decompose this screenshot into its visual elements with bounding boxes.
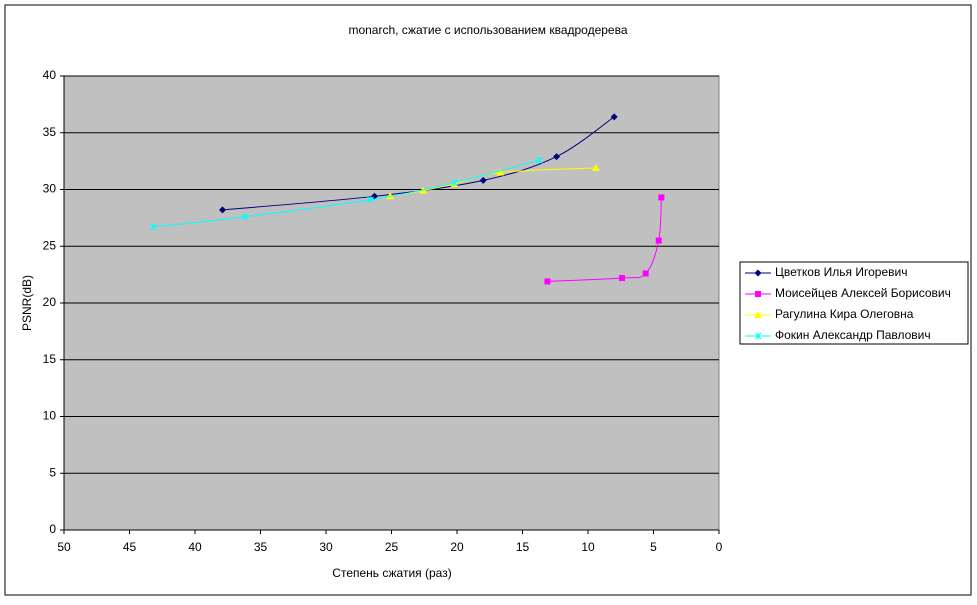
y-tick-label: 25 xyxy=(43,238,57,252)
x-tick-label: 50 xyxy=(57,540,71,554)
x-tick-label: 15 xyxy=(516,540,530,554)
legend-box xyxy=(739,261,969,345)
x-tick-label: 10 xyxy=(581,540,595,554)
x-tick-label: 20 xyxy=(450,540,464,554)
legend-marker xyxy=(754,311,762,318)
y-tick-label: 15 xyxy=(43,352,57,366)
y-tick-label: 30 xyxy=(43,182,57,196)
data-point xyxy=(536,156,543,164)
x-tick-label: 40 xyxy=(188,540,202,554)
data-point xyxy=(642,270,649,277)
y-tick-label: 20 xyxy=(43,295,57,309)
x-tick-label: 35 xyxy=(254,540,268,554)
data-point xyxy=(496,168,505,176)
x-axis-label: Степень сжатия (раз) xyxy=(332,566,451,580)
data-point xyxy=(241,213,249,221)
data-point xyxy=(591,163,600,171)
legend-marker xyxy=(754,269,762,277)
y-tick-label: 0 xyxy=(49,522,56,536)
x-tick-label: 5 xyxy=(650,540,657,554)
y-tick-label: 5 xyxy=(49,465,56,479)
data-point xyxy=(553,153,561,161)
legend-marker xyxy=(755,291,761,297)
data-point xyxy=(610,113,618,121)
y-tick-label: 35 xyxy=(43,125,57,139)
legend-label: Рагулина Кира Олеговна xyxy=(775,307,914,321)
data-point xyxy=(219,206,227,214)
legend-label: Моисейцев Алексей Борисович xyxy=(775,286,951,300)
legend-label: Цветков Илья Игоревич xyxy=(775,265,907,279)
legend-label: Фокин Александр Павлович xyxy=(775,328,931,342)
series-line xyxy=(222,116,615,211)
x-tick-label: 0 xyxy=(716,540,723,554)
x-tick-label: 25 xyxy=(385,540,399,554)
x-tick-label: 45 xyxy=(123,540,137,554)
data-point xyxy=(655,237,662,244)
data-point xyxy=(544,278,551,285)
data-point xyxy=(451,179,458,187)
chart-title: monarch, сжатие с использованием квадрод… xyxy=(348,23,627,37)
y-tick-label: 10 xyxy=(43,409,57,423)
x-tick-label: 30 xyxy=(319,540,333,554)
y-tick-label: 40 xyxy=(43,68,57,82)
data-point xyxy=(367,196,374,204)
data-point xyxy=(658,194,665,201)
data-point xyxy=(479,176,487,184)
data-point xyxy=(619,275,626,282)
y-axis-label: PSNR(dB) xyxy=(20,275,34,331)
data-point xyxy=(149,223,157,231)
legend-marker xyxy=(754,332,762,340)
